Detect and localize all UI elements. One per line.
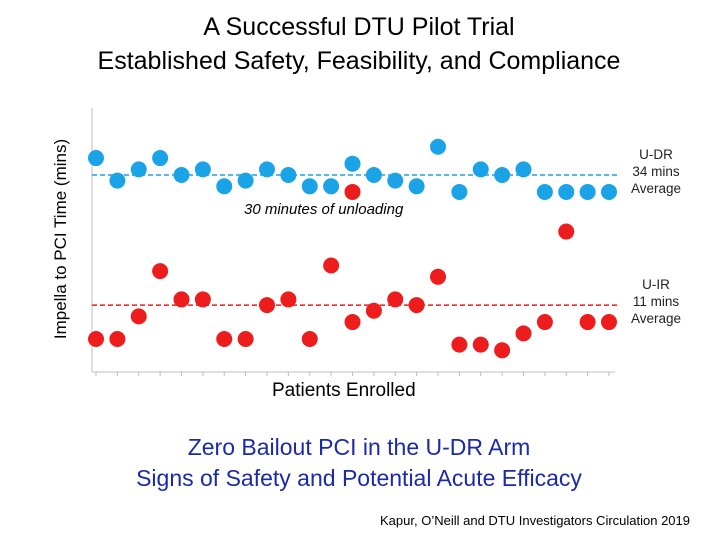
udr-point xyxy=(259,161,275,178)
udr-point xyxy=(344,155,361,172)
uir-point xyxy=(387,291,404,308)
udr-point xyxy=(194,161,211,178)
uir-point xyxy=(323,257,340,274)
udr-average-value: 34 mins xyxy=(632,164,680,179)
udr-point xyxy=(173,167,190,183)
uir-point xyxy=(601,314,617,331)
subtitle-line-2: Signs of Safety and Potential Acute Effi… xyxy=(136,465,582,491)
udr-point xyxy=(451,183,468,200)
uir-point xyxy=(365,302,382,319)
uir-point xyxy=(216,331,233,347)
unloading-annotation: 30 minutes of unloading xyxy=(244,201,404,218)
udr-point xyxy=(152,150,169,167)
udr-point xyxy=(280,167,297,183)
uir-point xyxy=(494,342,511,359)
udr-point xyxy=(237,172,254,189)
udr-point xyxy=(536,183,553,200)
udr-point xyxy=(323,178,340,195)
chart-title: A Successful DTU Pilot Trial Established… xyxy=(0,10,718,78)
uir-point xyxy=(451,336,468,353)
uir-point xyxy=(536,314,553,331)
udr-point xyxy=(88,150,104,167)
title-line-2: Established Safety, Feasibility, and Com… xyxy=(97,47,621,75)
udr-point xyxy=(430,138,446,155)
uir-point xyxy=(301,331,318,347)
x-axis-label: Patients Enrolled xyxy=(272,380,416,401)
citation: Kapur, O’Neill and DTU Investigators Cir… xyxy=(380,513,690,528)
uir-average-value: 11 mins xyxy=(632,294,680,309)
uir-point xyxy=(579,314,596,331)
uir-point xyxy=(152,263,169,280)
udr-point xyxy=(579,183,596,200)
udr-point xyxy=(408,178,425,195)
udr-average-label: U-DR 34 mins Average xyxy=(616,146,696,197)
uir-point xyxy=(344,314,361,331)
uir-point xyxy=(472,336,489,353)
uir-point xyxy=(259,297,275,314)
udr-point xyxy=(601,183,617,200)
uir-point xyxy=(88,331,104,347)
udr-point xyxy=(494,167,511,183)
subtitle: Zero Bailout PCI in the U-DR Arm Signs o… xyxy=(0,432,718,494)
uir-point xyxy=(130,308,147,325)
uir-average-label: U-IR 11 mins Average xyxy=(616,276,696,327)
udr-point xyxy=(365,167,382,183)
udr-point xyxy=(472,161,489,178)
uir-point xyxy=(280,291,297,308)
subtitle-line-1: Zero Bailout PCI in the U-DR Arm xyxy=(187,434,531,460)
udr-average-name: U-DR xyxy=(639,147,673,162)
uir-point xyxy=(237,331,254,347)
udr-point xyxy=(301,178,318,195)
outlier-point xyxy=(344,183,361,200)
uir-point xyxy=(430,268,446,285)
uir-point xyxy=(558,223,575,240)
uir-point xyxy=(515,325,532,342)
uir-point xyxy=(173,291,190,308)
udr-point xyxy=(109,172,126,189)
uir-point xyxy=(194,291,211,308)
uir-average-word: Average xyxy=(630,311,682,326)
udr-point xyxy=(130,161,147,178)
udr-point xyxy=(558,183,575,200)
udr-point xyxy=(216,178,233,195)
data-points xyxy=(88,138,617,359)
uir-point xyxy=(109,331,126,347)
uir-point xyxy=(408,297,425,314)
title-line-1: A Successful DTU Pilot Trial xyxy=(203,13,515,41)
chart-axes xyxy=(91,108,615,376)
uir-average-name: U-IR xyxy=(642,277,670,292)
udr-point xyxy=(387,172,404,189)
udr-point xyxy=(515,161,532,178)
udr-average-word: Average xyxy=(630,181,682,196)
